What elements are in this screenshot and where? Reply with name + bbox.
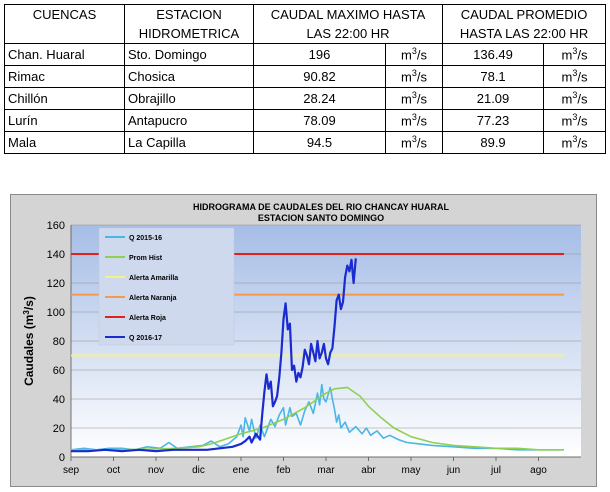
legend-entry: Alerta Amarilla [129,275,178,282]
y-tick-label: 120 [47,278,65,290]
header-hidrometrica: HIDROMETRICA [124,24,254,44]
table-header-row: CUENCAS ESTACION CAUDAL MAXIMO HASTA CAU… [4,4,607,24]
unit-cell: m3/s [384,109,444,132]
table-header-row-2: HIDROMETRICA LAS 22:00 HR HASTA LAS 22:0… [4,24,607,44]
table-row: Mala La Capilla 94.5 m3/s 89.9 m3/s [4,131,607,154]
cuenca-cell: Mala [4,131,125,154]
x-tick-label: sep [63,465,80,476]
x-tick-label: oct [107,465,121,476]
header-hasta-hora: LAS 22:00 HR [252,24,444,44]
caudal-max-cell: 94.5 [253,131,386,154]
x-tick-label: dic [192,465,205,476]
table-row: Lurín Antapucro 78.09 m3/s 77.23 m3/s [4,109,607,132]
caudal-prom-cell: 78.1 [442,65,545,88]
x-tick-label: nov [148,465,164,476]
table-row: Chillón Obrajillo 28.24 m3/s 21.09 m3/s [4,87,607,110]
x-tick-label: ene [233,465,250,476]
legend-entry: Q 2015-16 [129,235,162,242]
y-tick-label: 60 [53,365,65,377]
unit-cell: m3/s [543,65,607,88]
x-tick-label: jun [446,465,460,476]
legend-entry: Q 2016-17 [129,335,162,342]
unit-cell: m3/s [543,109,607,132]
estacion-cell: Sto. Domingo [124,43,254,66]
header-caudal-promedio: CAUDAL PROMEDIO [442,4,607,24]
unit-cell: m3/s [543,131,607,154]
y-tick-label: 0 [59,452,65,464]
caudal-max-cell: 28.24 [253,87,386,110]
x-tick-label: ago [530,465,547,476]
caudal-prom-cell: 89.9 [442,131,545,154]
unit-cell: m3/s [543,43,607,66]
unit-cell: m3/s [384,87,444,110]
caudal-max-cell: 78.09 [253,109,386,132]
x-tick-label: jul [490,465,501,476]
unit-cell: m3/s [384,131,444,154]
unit-cell: m3/s [384,65,444,88]
y-tick-label: 80 [53,336,65,348]
y-tick-label: 140 [47,249,65,261]
caudal-max-cell: 196 [253,43,386,66]
estacion-cell: Obrajillo [124,87,254,110]
table-row: Chan. Huaral Sto. Domingo 196 m3/s 136.49 m3/… [4,43,607,66]
caudal-max-cell: 90.82 [253,65,386,88]
legend-box [98,227,235,346]
y-tick-label: 100 [47,307,65,319]
y-tick-label: 20 [53,423,65,435]
x-tick-label: abr [361,465,376,476]
x-tick-label: feb [277,465,291,476]
x-tick-label: may [402,465,421,476]
y-axis-label: Caudales (m3/s) [22,296,37,386]
header-caudal-maximo: CAUDAL MAXIMO HASTA [252,4,444,24]
caudal-prom-cell: 21.09 [442,87,545,110]
estacion-cell: Chosica [124,65,254,88]
header-cuencas-2 [4,24,125,44]
chart-subtitle: ESTACION SANTO DOMINGO [258,213,384,223]
legend-entry: Prom Hist [129,255,163,262]
legend-entry: Alerta Roja [129,315,166,322]
unit-cell: m3/s [384,43,444,66]
header-estacion: ESTACION [124,4,254,24]
y-tick-label: 160 [47,220,65,232]
estacion-cell: Antapucro [124,109,254,132]
flow-table: CUENCAS ESTACION CAUDAL MAXIMO HASTA CAU… [4,4,607,154]
hydrograph-chart: 0 20 40 60 80 100 120 140 160 sep oct nov dic ene feb m… [10,194,597,487]
caudal-prom-cell: 77.23 [442,109,545,132]
hydrograph-svg: 0 20 40 60 80 100 120 140 160 sep oct nov dic ene feb m… [22,202,581,476]
legend-entry: Alerta Naranja [129,295,177,302]
chart-title: HIDROGRAMA DE CAUDALES DEL RIO CHANCAY H… [193,202,450,212]
series-line [71,258,357,453]
cuenca-cell: Chillón [4,87,125,110]
y-tick-label: 40 [53,394,65,406]
table-row: Rimac Chosica 90.82 m3/s 78.1 m3/s [4,65,607,88]
cuenca-cell: Lurín [4,109,125,132]
cuenca-cell: Rimac [4,65,125,88]
estacion-cell: La Capilla [124,131,254,154]
unit-cell: m3/s [543,87,607,110]
y-axis-label-exponent: 3 [22,310,31,315]
header-cuencas: CUENCAS [4,4,125,24]
cuenca-cell: Chan. Huaral [4,43,125,66]
caudal-prom-cell: 136.49 [442,43,545,66]
x-tick-label: mar [317,465,335,476]
series-line [71,386,564,451]
header-hasta-hora-prom: HASTA LAS 22:00 HR [442,24,607,44]
